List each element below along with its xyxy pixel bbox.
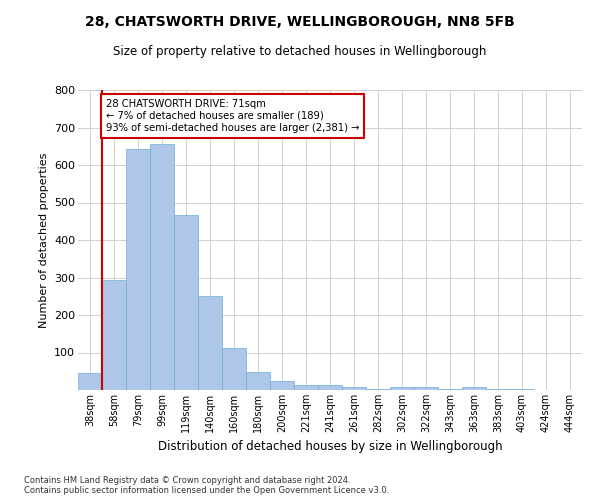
X-axis label: Distribution of detached houses by size in Wellingborough: Distribution of detached houses by size … xyxy=(158,440,502,454)
Bar xyxy=(342,388,366,390)
Bar xyxy=(414,388,438,390)
Bar xyxy=(366,389,390,390)
Bar xyxy=(150,144,174,390)
Bar xyxy=(390,388,414,390)
Bar xyxy=(222,348,246,390)
Y-axis label: Number of detached properties: Number of detached properties xyxy=(38,152,49,328)
Bar xyxy=(246,372,270,390)
Text: 28 CHATSWORTH DRIVE: 71sqm
← 7% of detached houses are smaller (189)
93% of semi: 28 CHATSWORTH DRIVE: 71sqm ← 7% of detac… xyxy=(106,100,359,132)
Bar xyxy=(318,385,342,390)
Bar xyxy=(102,280,126,390)
Text: Contains public sector information licensed under the Open Government Licence v3: Contains public sector information licen… xyxy=(24,486,389,495)
Text: Size of property relative to detached houses in Wellingborough: Size of property relative to detached ho… xyxy=(113,45,487,58)
Bar xyxy=(486,389,510,390)
Bar xyxy=(270,380,294,390)
Bar xyxy=(126,149,150,390)
Text: 28, CHATSWORTH DRIVE, WELLINGBOROUGH, NN8 5FB: 28, CHATSWORTH DRIVE, WELLINGBOROUGH, NN… xyxy=(85,15,515,29)
Bar xyxy=(462,388,486,390)
Bar xyxy=(510,389,534,390)
Bar xyxy=(198,296,222,390)
Bar xyxy=(294,385,318,390)
Bar xyxy=(78,373,102,390)
Text: Contains HM Land Registry data © Crown copyright and database right 2024.: Contains HM Land Registry data © Crown c… xyxy=(24,476,350,485)
Bar xyxy=(174,215,198,390)
Bar xyxy=(438,389,462,390)
